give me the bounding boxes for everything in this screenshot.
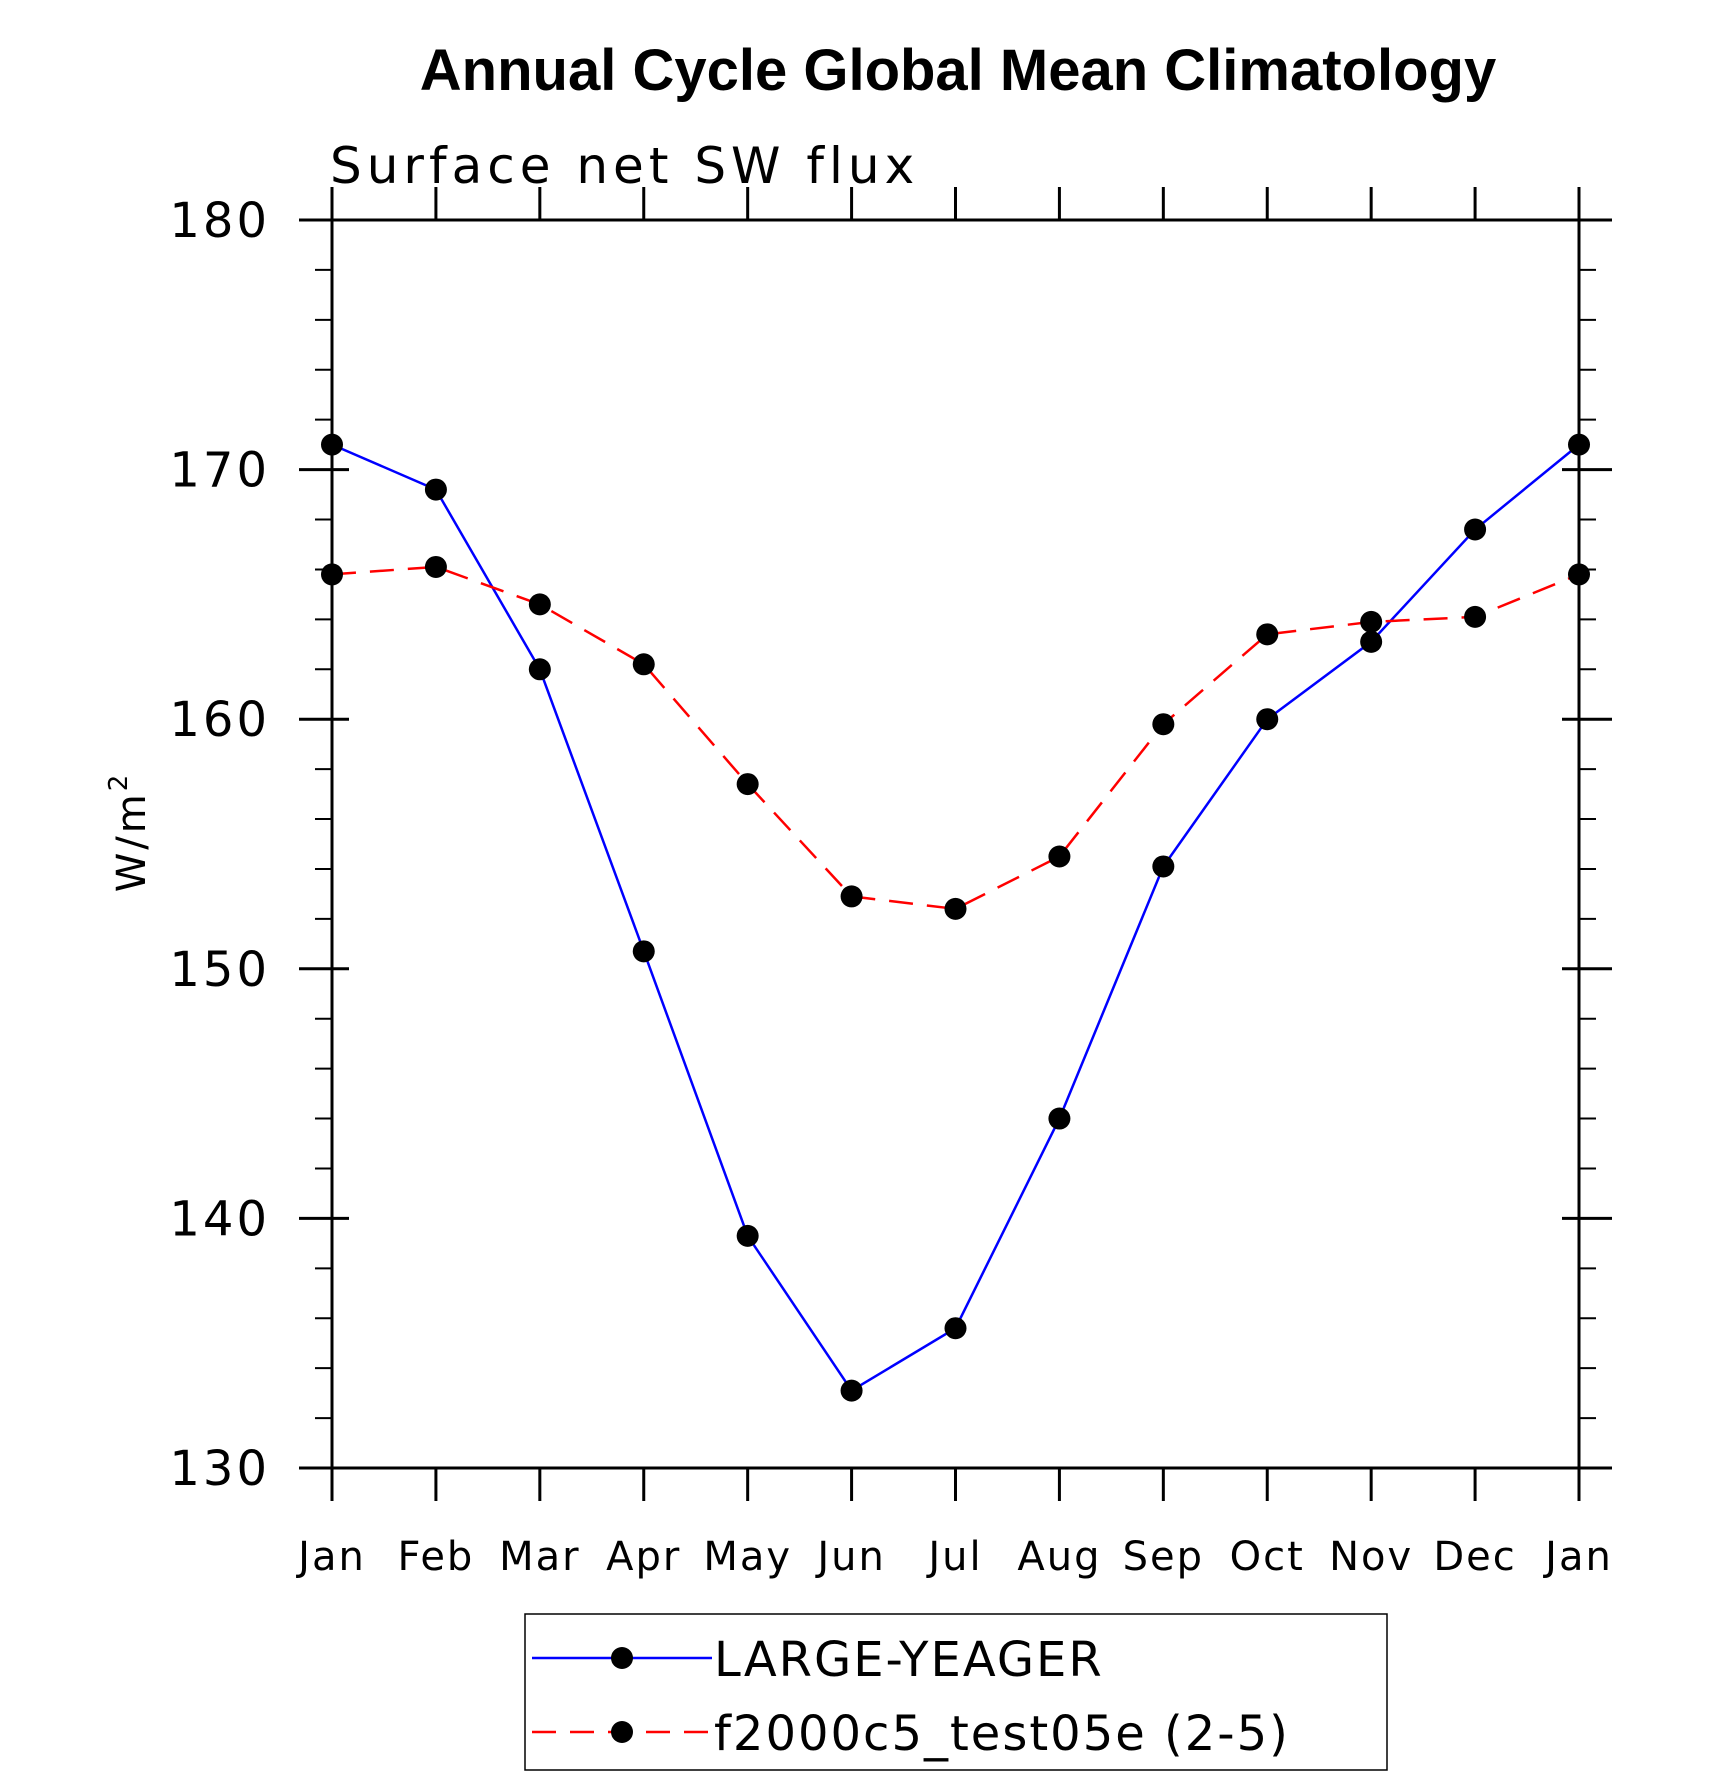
data-point-series-0	[321, 433, 343, 456]
data-point-series-0	[424, 478, 447, 501]
x-tick-label: Jan	[1542, 1534, 1613, 1580]
x-tick-label: Jun	[814, 1534, 886, 1580]
x-tick-label: Jul	[925, 1534, 982, 1580]
data-point-series-1	[632, 653, 655, 676]
data-point-series-0	[736, 1224, 759, 1247]
data-point-series-0	[1568, 433, 1590, 456]
x-tick-label: Mar	[499, 1534, 580, 1580]
legend-marker-f2000c5	[611, 1721, 633, 1743]
data-point-series-1	[528, 593, 551, 616]
y-tick-label: 180	[169, 193, 270, 249]
x-tick-label: Nov	[1329, 1534, 1413, 1580]
chart-subtitle: Surface net SW flux	[330, 137, 919, 195]
data-point-series-0	[1464, 518, 1487, 541]
data-point-series-0	[632, 940, 655, 963]
x-tick-label: Sep	[1123, 1534, 1204, 1580]
x-tick-label: Aug	[1017, 1534, 1101, 1580]
x-tick-label: Apr	[606, 1534, 681, 1580]
data-point-series-1	[424, 555, 447, 578]
chart-title: Annual Cycle Global Mean Climatology	[420, 38, 1496, 103]
data-point-series-1	[840, 885, 863, 908]
y-axis-label-text: W/m	[109, 791, 155, 892]
data-point-series-1	[1464, 605, 1487, 628]
y-axis-label: W/m2	[104, 772, 155, 893]
legend: LARGE-YEAGER f2000c5_test05e (2-5)	[524, 1613, 1388, 1771]
plot-frame	[330, 218, 1581, 1470]
x-tick-label: Dec	[1433, 1534, 1516, 1580]
data-point-series-0	[1360, 630, 1383, 653]
data-point-series-0	[944, 1317, 967, 1340]
y-tick-label: 160	[169, 692, 270, 748]
x-tick-label: Oct	[1230, 1534, 1305, 1580]
y-axis-label-superscript: 2	[104, 772, 134, 792]
series-layer	[321, 433, 1590, 1402]
data-point-series-1	[944, 897, 967, 920]
data-point-series-1	[1256, 623, 1279, 646]
legend-label-f2000c5: f2000c5_test05e (2-5)	[714, 1706, 1290, 1762]
data-point-series-0	[840, 1379, 863, 1402]
data-point-series-0	[1152, 855, 1175, 878]
data-point-series-1	[1152, 713, 1175, 736]
legend-marker-large-yeager	[611, 1647, 633, 1669]
data-point-series-1	[1360, 610, 1383, 633]
y-tick-label: 170	[169, 443, 270, 499]
data-point-series-1	[736, 773, 759, 796]
y-tick-label: 140	[169, 1191, 270, 1247]
data-point-series-1	[1568, 563, 1590, 586]
data-point-series-0	[1256, 708, 1279, 731]
y-tick-label: 150	[169, 942, 270, 998]
legend-label-large-yeager: LARGE-YEAGER	[714, 1632, 1104, 1688]
data-point-series-0	[1048, 1107, 1071, 1130]
y-tick-label: 130	[169, 1441, 270, 1497]
svg-text:W/m2: W/m2	[104, 772, 155, 893]
x-tick-label: Feb	[398, 1534, 475, 1580]
data-point-series-1	[321, 563, 343, 586]
x-tick-label: Jan	[295, 1534, 366, 1580]
legend-box	[524, 1613, 1388, 1771]
tick-layer: Jan Feb Mar Apr May Jun Jul Aug Sep Oct Nov Dec Jan 1…	[169, 187, 1612, 1580]
data-point-series-1	[1048, 845, 1071, 868]
data-point-series-0	[528, 658, 551, 681]
x-tick-label: May	[703, 1534, 792, 1580]
